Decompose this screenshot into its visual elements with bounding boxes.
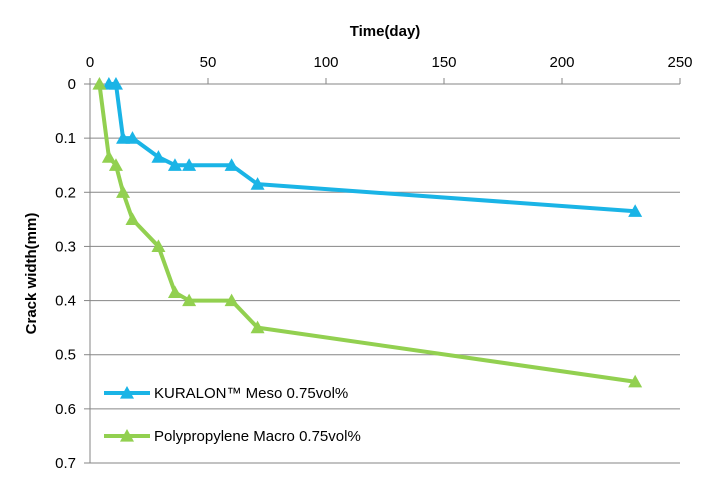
data-point bbox=[101, 150, 116, 163]
data-point bbox=[92, 77, 107, 90]
gridlines bbox=[90, 137, 680, 464]
data-point bbox=[167, 158, 182, 171]
legend-entry-1: Polypropylene Macro 0.75vol% bbox=[104, 428, 361, 445]
data-point bbox=[125, 212, 140, 225]
series-line bbox=[108, 82, 636, 214]
legend-marker bbox=[120, 386, 134, 399]
y-axis-title: Crack width(mm) bbox=[23, 213, 40, 335]
x-tick-label: 100 bbox=[313, 54, 338, 71]
x-tick-label: 0 bbox=[86, 54, 94, 71]
series bbox=[92, 77, 643, 388]
legend-label: Polypropylene Macro 0.75vol% bbox=[154, 428, 361, 445]
legend-label: KURALON™ Meso 0.75vol% bbox=[154, 385, 348, 402]
data-point bbox=[224, 158, 239, 171]
data-point bbox=[108, 77, 123, 90]
data-point bbox=[182, 158, 197, 171]
legend: KURALON™ Meso 0.75vol% Polypropylene Macr… bbox=[104, 385, 361, 445]
series-0 bbox=[101, 77, 643, 217]
y-tick-label: 0.4 bbox=[55, 293, 76, 310]
data-point bbox=[250, 177, 265, 190]
legend-marker bbox=[120, 429, 134, 442]
legend-entry-0: KURALON™ Meso 0.75vol% bbox=[104, 385, 348, 402]
x-tick-label: 50 bbox=[200, 54, 217, 71]
y-tick-label: 0.3 bbox=[55, 238, 76, 255]
data-point bbox=[116, 185, 131, 198]
x-tick-label: 200 bbox=[549, 54, 574, 71]
data-point bbox=[108, 158, 123, 171]
y-tick-label: 0.7 bbox=[55, 455, 76, 472]
data-point bbox=[167, 285, 182, 299]
y-tick-label: 0.5 bbox=[55, 347, 76, 364]
x-tick-label: 250 bbox=[667, 54, 692, 71]
axes: 0 0.1 0.2 0.3 0.4 0.5 0.6 0.7 0 50 100 150 200 250 Tim… bbox=[23, 23, 693, 472]
x-axis-title: Time(day) bbox=[350, 23, 421, 40]
y-tick-label: 0.6 bbox=[55, 401, 76, 418]
data-point bbox=[628, 374, 643, 388]
y-tick-label: 0 bbox=[68, 76, 76, 93]
y-tick-label: 0.2 bbox=[55, 184, 76, 201]
data-point bbox=[151, 150, 166, 163]
data-point bbox=[250, 320, 265, 334]
data-point bbox=[116, 131, 131, 144]
data-point bbox=[151, 239, 166, 253]
data-point bbox=[182, 293, 197, 307]
data-point bbox=[125, 131, 140, 144]
y-tick-label: 0.1 bbox=[55, 130, 76, 147]
x-tick-label: 150 bbox=[431, 54, 456, 71]
series-1 bbox=[92, 77, 643, 388]
data-point bbox=[628, 204, 643, 217]
data-point bbox=[224, 293, 239, 307]
series-line bbox=[97, 83, 636, 384]
